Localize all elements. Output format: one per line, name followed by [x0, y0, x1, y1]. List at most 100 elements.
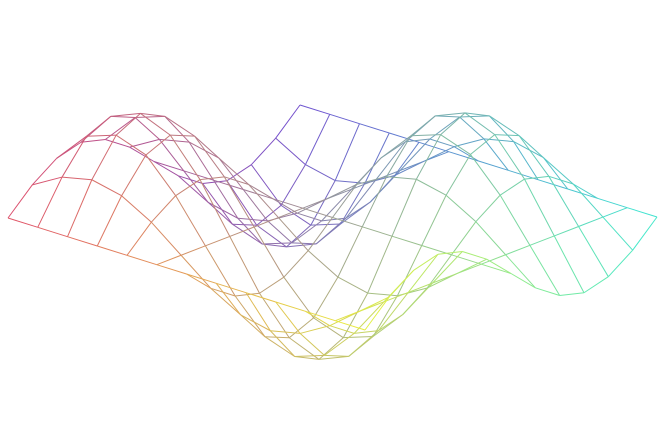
- mesh-line: [332, 184, 358, 218]
- mesh-line: [554, 226, 579, 237]
- mesh-line: [248, 184, 279, 218]
- mesh-line: [237, 217, 268, 222]
- mesh-line: [37, 226, 68, 238]
- mesh-line: [275, 104, 301, 139]
- mesh-line: [340, 183, 366, 225]
- mesh-line: [67, 179, 93, 237]
- mesh-line: [96, 195, 123, 247]
- mesh-line: [408, 282, 433, 293]
- mesh-line: [627, 207, 658, 218]
- mesh-line: [140, 112, 165, 117]
- mesh-line: [518, 135, 544, 158]
- mesh-line: [153, 161, 179, 177]
- mesh-line: [386, 176, 417, 180]
- mesh-line: [278, 207, 303, 219]
- mesh-line: [202, 183, 233, 225]
- mesh-line: [250, 137, 277, 166]
- mesh-line: [513, 141, 539, 180]
- mesh-line: [364, 296, 390, 331]
- mesh-line: [432, 251, 463, 284]
- mesh-line: [159, 139, 185, 172]
- mesh-line: [326, 183, 358, 200]
- mesh-line: [180, 254, 212, 289]
- mesh-line: [299, 104, 330, 115]
- mesh-line: [583, 276, 609, 294]
- mesh-line: [632, 216, 658, 251]
- mesh-line: [226, 180, 258, 226]
- mesh-line: [156, 264, 187, 275]
- mesh-line: [294, 354, 325, 357]
- mesh-line: [121, 154, 147, 196]
- mesh-line: [245, 292, 271, 332]
- mesh-line: [105, 117, 136, 140]
- mesh-line: [186, 273, 212, 289]
- mesh-line: [367, 292, 398, 297]
- mesh-line: [543, 157, 574, 185]
- mesh-line: [429, 116, 460, 140]
- mesh-line: [505, 244, 531, 256]
- mesh-line: [399, 138, 431, 171]
- mesh-line: [399, 160, 425, 171]
- mesh-line: [67, 236, 98, 247]
- mesh-line: [218, 157, 249, 185]
- mesh-line: [337, 276, 368, 294]
- mesh-line: [567, 188, 598, 199]
- mesh-line: [410, 115, 436, 137]
- mesh-line: [459, 115, 490, 118]
- mesh-line: [237, 217, 263, 245]
- mesh-line: [253, 217, 279, 228]
- mesh-line: [602, 207, 628, 218]
- mesh-line: [170, 134, 195, 137]
- mesh-line: [529, 235, 555, 246]
- mesh-line: [232, 223, 263, 245]
- mesh-line: [607, 249, 634, 278]
- mesh-line: [210, 287, 241, 316]
- mesh-line: [110, 115, 136, 118]
- mesh-line: [578, 216, 604, 227]
- mesh-line: [364, 132, 390, 184]
- mesh-line: [299, 325, 330, 334]
- mesh-line: [456, 258, 487, 275]
- mesh-line: [283, 276, 314, 319]
- mesh-line: [294, 355, 320, 360]
- mesh-line: [454, 138, 485, 148]
- mesh-line: [105, 139, 130, 148]
- mesh-line: [462, 251, 487, 260]
- mesh-line: [304, 114, 331, 165]
- mesh-line: [164, 115, 195, 137]
- mesh-line: [291, 242, 317, 245]
- mesh-line: [183, 170, 209, 203]
- mesh-line: [435, 112, 466, 117]
- mesh-line: [91, 179, 122, 197]
- mesh-line: [86, 116, 112, 137]
- mesh-line: [391, 179, 417, 237]
- mesh-line: [286, 224, 312, 248]
- mesh-line: [361, 176, 388, 228]
- mesh-line: [62, 176, 92, 181]
- mesh-line: [259, 292, 290, 339]
- mesh-line: [305, 310, 336, 322]
- mesh-line: [407, 253, 439, 293]
- mesh-line: [240, 314, 271, 332]
- mesh-line: [121, 195, 152, 223]
- mesh-line: [240, 314, 266, 338]
- mesh-line: [253, 226, 285, 278]
- mesh-line: [367, 235, 393, 294]
- mesh-line: [510, 273, 536, 289]
- mesh-line: [302, 198, 328, 209]
- mesh-line: [280, 204, 312, 226]
- mesh-line: [135, 115, 165, 118]
- mesh-line: [194, 135, 225, 178]
- mesh-line: [275, 137, 306, 165]
- mesh-line: [380, 135, 412, 159]
- mesh-line: [291, 220, 322, 244]
- mesh-line: [86, 134, 117, 137]
- mesh-line: [578, 226, 609, 277]
- mesh-line: [543, 157, 569, 190]
- mesh-line: [321, 217, 347, 222]
- mesh-line: [234, 295, 266, 337]
- mesh-line: [440, 134, 471, 155]
- mesh-line: [226, 164, 252, 182]
- mesh-line: [194, 135, 220, 159]
